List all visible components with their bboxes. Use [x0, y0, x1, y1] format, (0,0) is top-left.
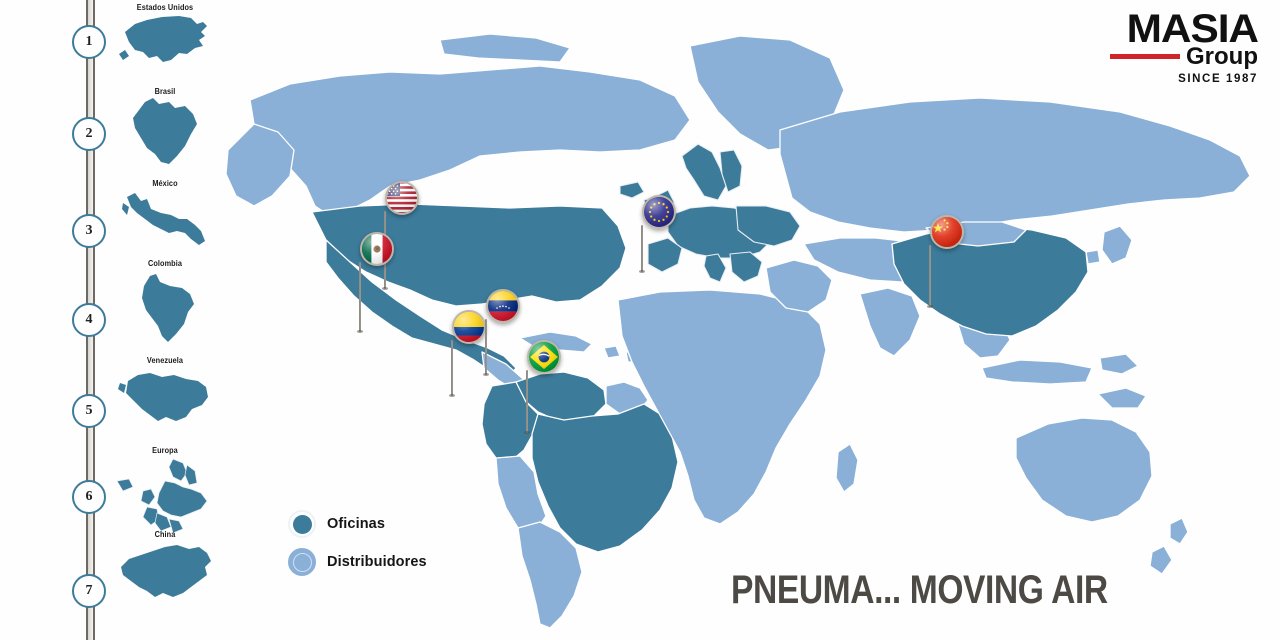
pin-stick — [448, 340, 457, 397]
masia-group-logo[interactable]: MASIA Group SINCE 1987 — [1078, 9, 1259, 88]
step-number-1[interactable]: 1 — [72, 25, 106, 59]
step-number-4[interactable]: 4 — [72, 303, 106, 337]
region-italy — [703, 253, 727, 283]
step-label-2: Brasil — [154, 86, 176, 96]
venezuela-shape — [110, 367, 220, 429]
mexico-shape — [110, 189, 220, 251]
region-arctic-islands — [439, 33, 571, 63]
step-label-5: Venezuela — [146, 355, 184, 365]
pin-gloss — [454, 312, 484, 342]
europa-shape — [110, 455, 220, 535]
logo-since: SINCE 1987 — [1178, 73, 1258, 85]
logo-row-group: Group — [1078, 45, 1258, 69]
region-iberia — [647, 237, 683, 273]
region-argentina-chile — [517, 521, 583, 629]
us-flag-icon[interactable] — [385, 181, 419, 215]
pin-stick — [356, 262, 365, 333]
world-map-area — [220, 0, 1280, 640]
region-australia — [1015, 417, 1153, 523]
logo-subword: Group — [1186, 43, 1258, 70]
step-number-7[interactable]: 7 — [72, 574, 106, 608]
pin-gloss — [488, 291, 518, 321]
map-legend: Oficinas Distribuidores — [288, 508, 427, 584]
step-label-6: Europa — [152, 445, 178, 455]
mx-flag-icon[interactable] — [360, 232, 394, 266]
legend-swatch-oficinas — [288, 510, 316, 538]
pin-stick — [523, 370, 532, 434]
cn-flag-icon[interactable] — [930, 215, 964, 249]
region-scandinavia — [681, 143, 727, 201]
region-poland-ukraine — [735, 205, 801, 247]
pin-stick — [638, 225, 647, 273]
pin-gloss — [644, 197, 674, 227]
region-iceland — [619, 181, 645, 199]
region-indonesia — [981, 353, 1139, 385]
step-label-1: Estados Unidos — [136, 2, 194, 12]
step-number-6[interactable]: 6 — [72, 480, 106, 514]
eu-flag-icon[interactable] — [642, 195, 676, 229]
ve-flag-icon[interactable] — [486, 289, 520, 323]
step-label-7: China — [154, 529, 176, 539]
step-label-3: México — [152, 178, 178, 188]
step-number-3[interactable]: 3 — [72, 214, 106, 248]
region-madagascar — [835, 443, 859, 493]
step-label-4: Colombia — [148, 258, 182, 268]
region-india — [859, 287, 921, 357]
logo-red-bar — [1110, 53, 1180, 59]
region-brazil — [531, 403, 679, 553]
timeline-sidebar: Estados Unidos 1 Brasil 2 México — [0, 0, 220, 640]
pin-stick — [926, 245, 935, 308]
region-png — [1097, 387, 1147, 409]
china-shape — [110, 541, 220, 603]
legend-swatch-distribuidores — [288, 548, 316, 576]
region-finland — [719, 149, 743, 193]
region-alaska — [225, 123, 295, 207]
br-flag-icon[interactable] — [527, 340, 561, 374]
region-balkans-greece — [729, 251, 763, 283]
region-japan-korea — [1085, 225, 1133, 265]
region-middle-east — [765, 259, 833, 313]
pin-stick — [482, 319, 491, 376]
tagline: PNEUMA... MOVING AIR — [731, 568, 1108, 612]
step-number-2[interactable]: 2 — [72, 117, 106, 151]
legend-label-distribuidores: Distribuidores — [327, 554, 427, 570]
logo-wordmark: MASIA — [1126, 7, 1259, 51]
region-venezuela — [515, 371, 607, 423]
legend-item-oficinas[interactable]: Oficinas — [288, 508, 427, 540]
pin-gloss — [387, 183, 417, 213]
world-map-svg — [225, 33, 1251, 629]
usa-shape — [110, 10, 220, 72]
pin-gloss — [529, 342, 559, 372]
co-flag-icon[interactable] — [452, 310, 486, 344]
colombia-shape — [110, 272, 220, 346]
region-canada — [249, 65, 691, 217]
brasil-shape — [110, 96, 220, 168]
pin-gloss — [362, 234, 392, 264]
region-russia — [779, 97, 1251, 233]
legend-label-oficinas: Oficinas — [327, 516, 386, 532]
region-new-zealand — [1149, 517, 1189, 575]
pin-gloss — [932, 217, 962, 247]
step-number-5[interactable]: 5 — [72, 394, 106, 428]
legend-item-distribuidores[interactable]: Distribuidores — [288, 546, 427, 578]
